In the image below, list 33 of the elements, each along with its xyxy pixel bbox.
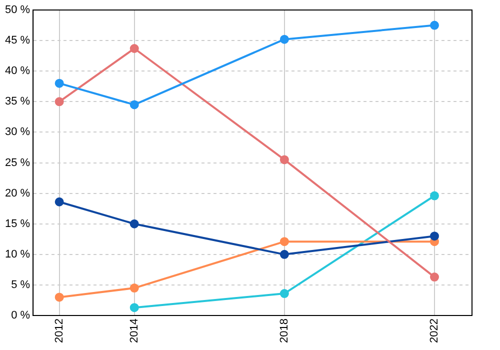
point	[54, 197, 64, 206]
y-tick-label: 45 %	[4, 34, 30, 47]
x-tick-label: 2022	[428, 318, 441, 344]
point	[280, 250, 289, 259]
point	[430, 191, 439, 200]
x-tick-label: 2014	[128, 318, 140, 344]
point	[280, 289, 289, 298]
point	[280, 237, 289, 246]
point	[130, 303, 139, 312]
y-tick-label: 40 %	[4, 65, 30, 78]
y-tick-label: 20 %	[4, 187, 30, 200]
x-tick-label: 2018	[278, 318, 290, 344]
y-tick-label: 15 %	[4, 218, 30, 230]
point	[130, 219, 139, 228]
point	[430, 272, 439, 282]
point	[280, 34, 289, 44]
y-tick-label: 25 %	[4, 156, 30, 169]
y-tick-label: 35 %	[4, 96, 30, 108]
y-tick-label: 30 %	[4, 126, 30, 138]
point	[430, 20, 439, 30]
point	[54, 97, 64, 106]
x-tick-label: 2012	[53, 318, 66, 344]
point	[430, 232, 439, 241]
point	[54, 292, 64, 302]
y-tick-label: 0 %	[11, 310, 30, 322]
point	[54, 78, 64, 88]
y-tick-label: 5 %	[11, 279, 30, 292]
point	[280, 155, 289, 164]
point	[130, 100, 139, 110]
y-tick-label: 50 %	[4, 4, 30, 16]
point	[130, 284, 139, 293]
point	[130, 44, 139, 53]
y-tick-label: 10 %	[4, 248, 30, 260]
